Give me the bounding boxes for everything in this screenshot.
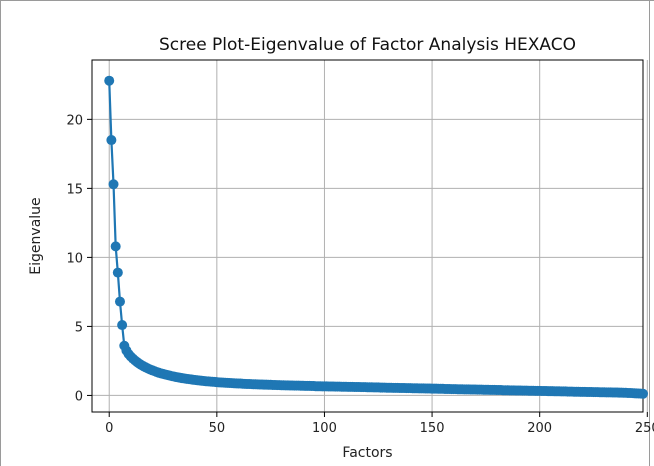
y-axis-label: Eigenvalue [28,197,44,274]
plot-area [91,59,644,413]
x-tick-label: 0 [105,421,113,436]
chart-title: Scree Plot-Eigenvalue of Factor Analysis… [159,35,576,55]
data-point [112,267,123,278]
data-point [106,135,117,146]
y-tick-label: 20 [66,113,83,128]
data-point [638,388,648,399]
series-layer [104,75,648,399]
series-line [108,80,644,395]
y-tick-label: 10 [66,251,83,266]
data-point [114,296,125,307]
data-point [117,320,128,331]
y-tick-label: 0 [75,389,83,404]
frame-top-border [0,0,654,1]
frame-right-border [649,0,650,466]
ticks: 0 50 100 150 200 250 0 5 10 15 20 [66,113,654,436]
data-point [108,179,119,190]
frame-left-border [0,0,1,466]
grid [92,60,648,412]
x-tick-label: 150 [420,421,445,436]
x-tick-label: 50 [209,421,226,436]
x-axis-label: Factors [342,445,392,461]
y-tick-label: 5 [75,320,83,335]
y-tick-label: 15 [66,182,83,197]
data-point [104,75,115,86]
x-tick-label: 250 [635,421,654,436]
data-point [110,241,121,252]
x-tick-label: 200 [527,421,552,436]
x-tick-label: 100 [312,421,337,436]
